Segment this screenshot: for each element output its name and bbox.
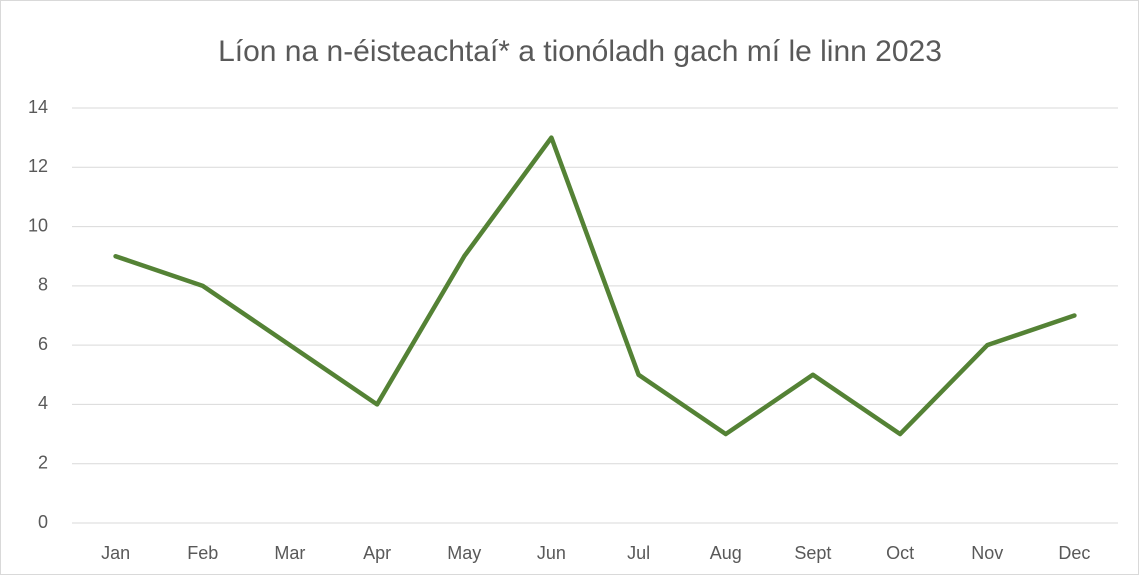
y-tick-label: 6	[38, 334, 48, 354]
x-tick-label: Apr	[363, 543, 391, 563]
y-tick-label: 12	[28, 156, 48, 176]
x-tick-label: Mar	[274, 543, 305, 563]
y-tick-label: 10	[28, 215, 48, 235]
x-tick-label: Jan	[101, 543, 130, 563]
x-tick-label: Dec	[1058, 543, 1090, 563]
x-tick-label: Jun	[537, 543, 566, 563]
x-tick-label: Nov	[971, 543, 1003, 563]
y-tick-label: 4	[38, 393, 48, 413]
x-tick-label: Jul	[627, 543, 650, 563]
x-tick-label: May	[447, 543, 481, 563]
chart-title: Líon na n-éisteachtaí* a tionóladh gach …	[218, 35, 942, 68]
x-tick-label: Feb	[187, 543, 218, 563]
x-tick-label: Sept	[794, 543, 831, 563]
x-tick-label: Aug	[710, 543, 742, 563]
y-tick-label: 2	[38, 452, 48, 472]
y-tick-label: 14	[28, 97, 48, 117]
data-line	[113, 135, 1077, 437]
y-tick-label: 0	[38, 512, 48, 532]
y-tick-label: 8	[38, 275, 48, 295]
x-tick-label: Oct	[886, 543, 914, 563]
